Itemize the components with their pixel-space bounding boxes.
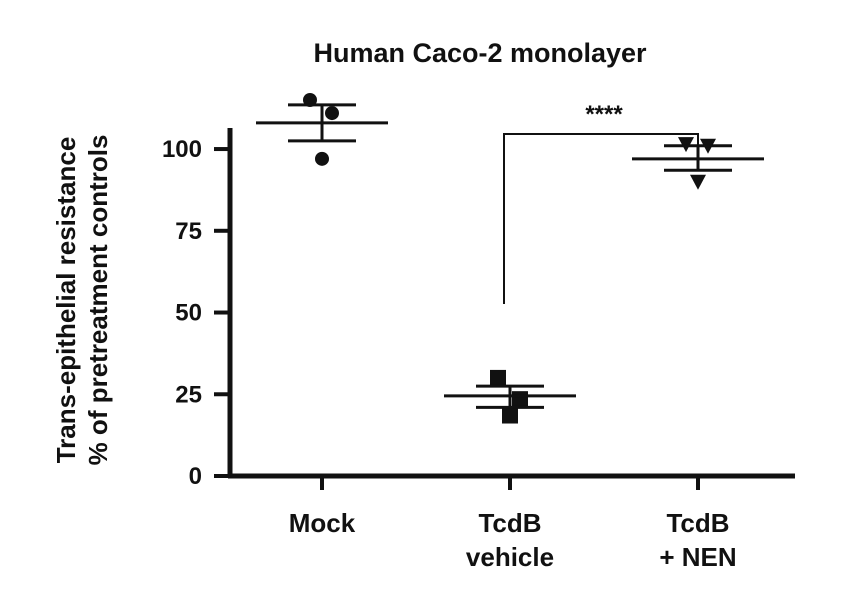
y-tick-label: 75 [175,218,202,245]
y-tick-label: 0 [189,463,202,490]
y-axis-label: Trans-epithelial resistance % of pretrea… [51,135,113,466]
significance-label: **** [585,101,623,128]
y-tick-label: 25 [175,381,202,408]
x-category-label: vehicle [466,542,554,572]
x-categories: Mock TcdB vehicle TcdB + NEN [289,476,737,572]
data-point [502,407,518,424]
y-ticks: 0 25 50 75 100 [162,136,230,490]
data-point [690,174,706,190]
data-point [512,391,528,408]
data-point [315,151,329,166]
significance-annotations: **** [503,101,699,304]
data-point [490,369,506,386]
y-tick-label: 100 [162,136,202,163]
chart-title: Human Caco-2 monolayer [313,38,647,68]
y-axis-label-line-1: Trans-epithelial resistance [51,137,81,464]
y-tick-label: 50 [175,300,202,327]
x-category-label: TcdB [666,508,729,538]
y-axis-label-line-2: % of pretreatment controls [83,135,113,466]
data-point [325,106,339,121]
x-category-label: + NEN [659,542,736,572]
x-category-label: TcdB [478,508,541,538]
significance-bracket [503,133,699,304]
x-category-label: Mock [289,508,356,538]
